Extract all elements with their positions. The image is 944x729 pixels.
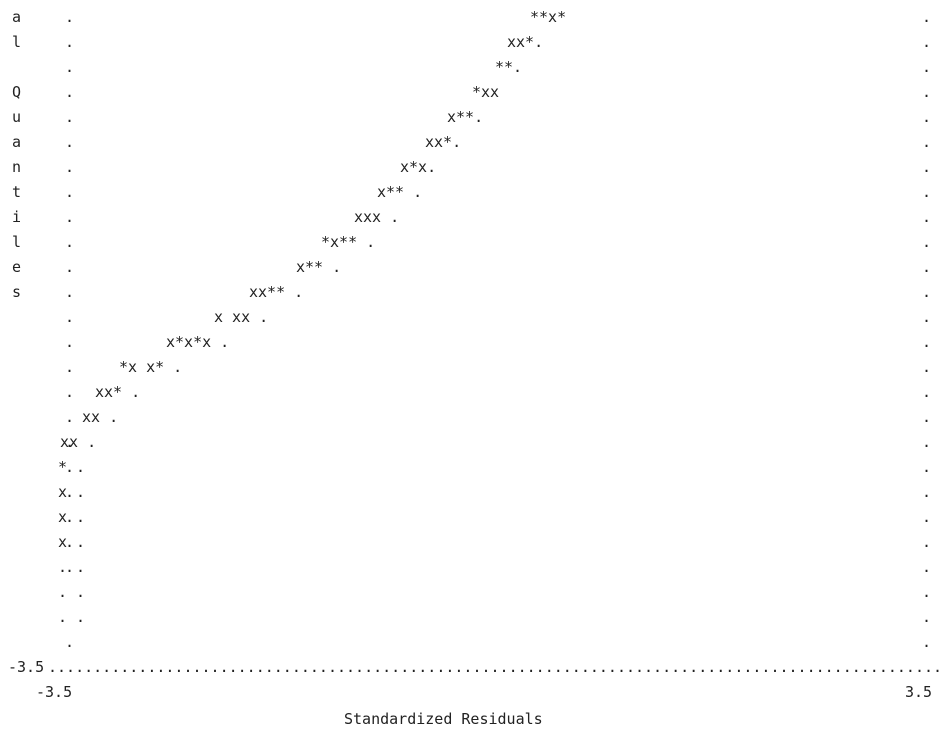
data-row: xx** . [249,283,304,301]
plot-border-left-dot: . [65,633,75,651]
plot-border-right-dot: . [922,433,932,451]
data-row: xx . [60,433,97,451]
plot-border-right-dot: . [922,283,932,301]
x-axis-label: Standardized Residuals [344,710,543,728]
plot-border-left-dot: . [65,358,75,376]
plot-border-left-dot: . [65,333,75,351]
plot-border-left-dot: . [65,8,75,26]
data-row: x*x*x . [166,333,230,351]
plot-border-left-dot: . [65,33,75,51]
y-axis-label-char: u [12,108,22,126]
x-axis-dot-line: ........................................… [48,658,944,676]
x-tick-label-max: 3.5 [905,683,933,701]
y-axis-label-char: s [12,283,22,301]
data-row: *x** . [321,233,376,251]
y-axis-label-char: l [12,233,22,251]
plot-border-left-dot: . [65,258,75,276]
data-row: . . [58,583,86,601]
plot-border-left-dot: . [65,458,75,476]
y-axis-label-char: Q [12,83,22,101]
plot-border-left-dot: . [65,308,75,326]
y-tick-label: -3.5 [8,658,45,676]
plot-border-left-dot: . [65,283,75,301]
data-row: x*x. [400,158,437,176]
plot-border-right-dot: . [922,583,932,601]
plot-border-right-dot: . [922,158,932,176]
plot-border-left-dot: . [65,158,75,176]
data-row: xx*. [425,133,462,151]
plot-border-left-dot: . [65,433,75,451]
plot-border-left-dot: . [65,408,75,426]
plot-border-right-dot: . [922,233,932,251]
data-row: x . [58,533,86,551]
data-row: x xx . [214,308,269,326]
data-row: **x* [530,8,567,26]
data-row: **. [495,58,523,76]
plot-border-right-dot: . [922,333,932,351]
data-row: * . [58,458,86,476]
data-row: x . [58,508,86,526]
plot-border-right-dot: . [922,608,932,626]
data-row: xx*. [507,33,544,51]
y-axis-label-char: t [12,183,22,201]
plot-border-right-dot: . [922,208,932,226]
plot-border-left-dot: . [65,108,75,126]
data-row: . . [58,558,86,576]
x-tick-label-min: -3.5 [36,683,73,701]
plot-border-left-dot: . [65,133,75,151]
plot-border-right-dot: . [922,58,932,76]
plot-border-right-dot: . [922,633,932,651]
plot-border-left-dot: . [65,233,75,251]
plot-border-left-dot: . [65,183,75,201]
plot-border-right-dot: . [922,33,932,51]
plot-border-right-dot: . [922,133,932,151]
plot-border-left-dot: . [65,508,75,526]
plot-border-right-dot: . [922,458,932,476]
plot-border-right-dot: . [922,383,932,401]
y-axis-label-char: l [12,33,22,51]
data-row: xx* . [95,383,141,401]
plot-border-right-dot: . [922,258,932,276]
plot-border-right-dot: . [922,508,932,526]
y-axis-label-char: n [12,158,22,176]
data-row: *x x* . [119,358,183,376]
data-row: x . [58,483,86,501]
plot-border-right-dot: . [922,308,932,326]
plot-border-left-dot: . [65,383,75,401]
plot-border-right-dot: . [922,108,932,126]
plot-border-right-dot: . [922,558,932,576]
data-row: x**. [447,108,484,126]
data-row: xxx . [354,208,400,226]
y-axis-label-char: a [12,8,22,26]
plot-border-right-dot: . [922,483,932,501]
data-row: *xx [472,83,500,101]
plot-border-right-dot: . [922,183,932,201]
plot-border-right-dot: . [922,408,932,426]
plot-border-right-dot: . [922,8,932,26]
data-row: x** . [296,258,342,276]
data-row: . . [58,608,86,626]
plot-border-left-dot: . [65,58,75,76]
y-axis-label-char: e [12,258,22,276]
y-axis-label-char: i [12,208,22,226]
plot-border-left-dot: . [65,483,75,501]
plot-border-right-dot: . [922,533,932,551]
plot-border-left-dot: . [65,558,75,576]
plot-border-left-dot: . [65,533,75,551]
y-axis-label-char: a [12,133,22,151]
plot-border-right-dot: . [922,358,932,376]
plot-border-right-dot: . [922,83,932,101]
plot-border-left-dot: . [65,208,75,226]
data-row: x** . [377,183,423,201]
data-row: xx . [82,408,119,426]
plot-border-left-dot: . [65,83,75,101]
